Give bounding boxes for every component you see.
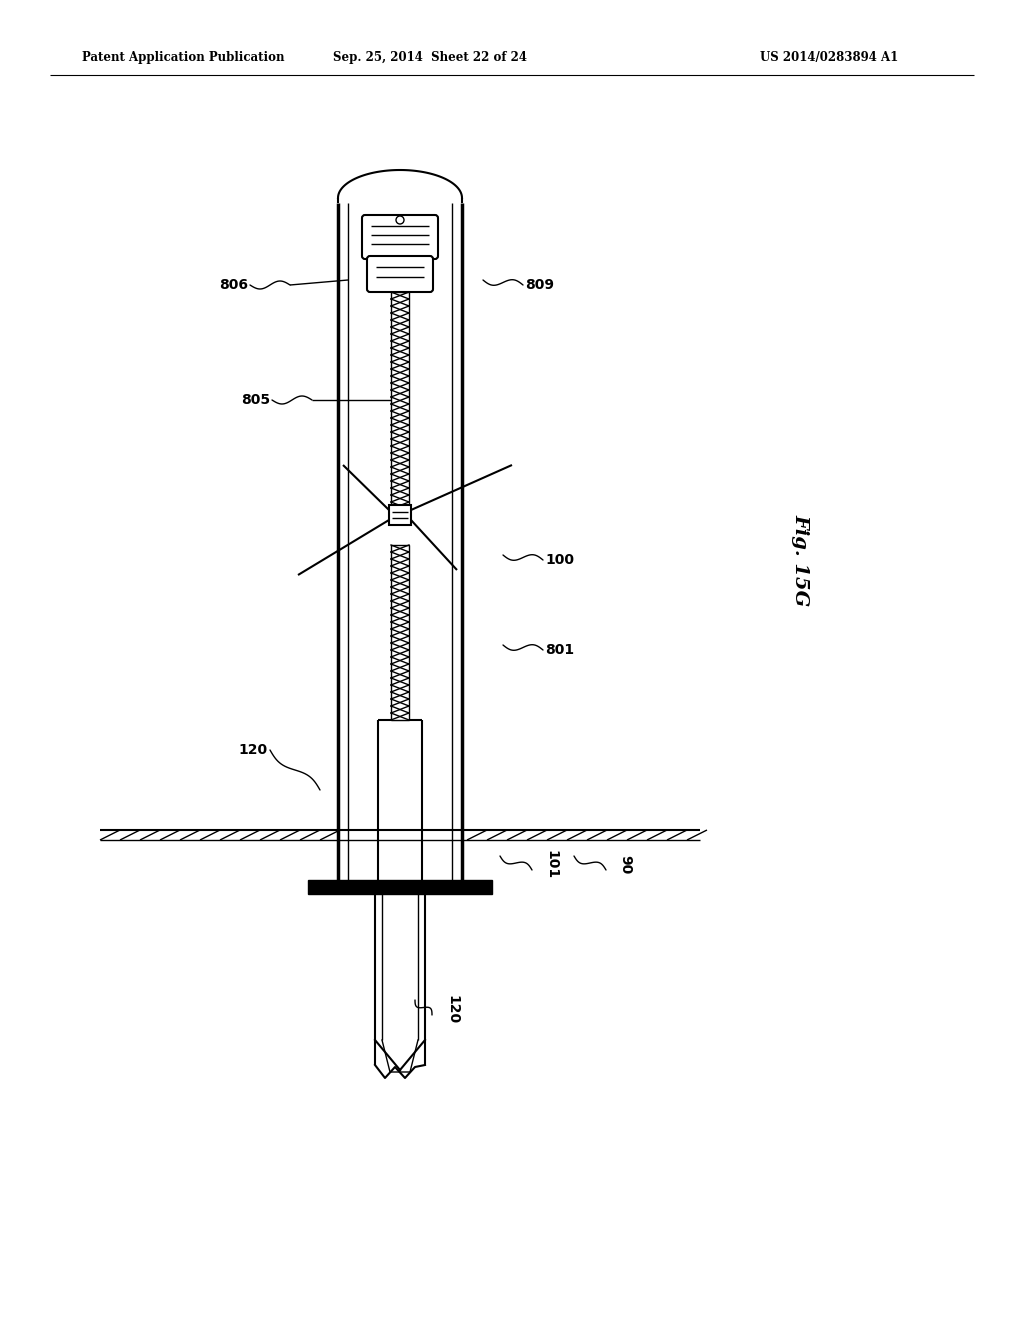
Text: 120: 120 <box>239 743 268 756</box>
Text: 805: 805 <box>241 393 270 407</box>
Text: 101: 101 <box>544 850 558 879</box>
FancyBboxPatch shape <box>362 215 438 259</box>
Bar <box>391 545 409 719</box>
Text: US 2014/0283894 A1: US 2014/0283894 A1 <box>760 51 898 65</box>
FancyBboxPatch shape <box>367 256 433 292</box>
Bar <box>389 506 411 525</box>
Text: 809: 809 <box>525 279 554 292</box>
Text: 801: 801 <box>545 643 574 657</box>
Text: 90: 90 <box>618 855 632 875</box>
Text: Fig. 15G: Fig. 15G <box>791 513 809 606</box>
Text: 806: 806 <box>219 279 248 292</box>
Text: 100: 100 <box>545 553 574 568</box>
Bar <box>308 880 492 894</box>
Text: 120: 120 <box>445 995 459 1024</box>
Text: Patent Application Publication: Patent Application Publication <box>82 51 285 65</box>
Text: Sep. 25, 2014  Sheet 22 of 24: Sep. 25, 2014 Sheet 22 of 24 <box>333 51 527 65</box>
Bar <box>391 292 409 510</box>
